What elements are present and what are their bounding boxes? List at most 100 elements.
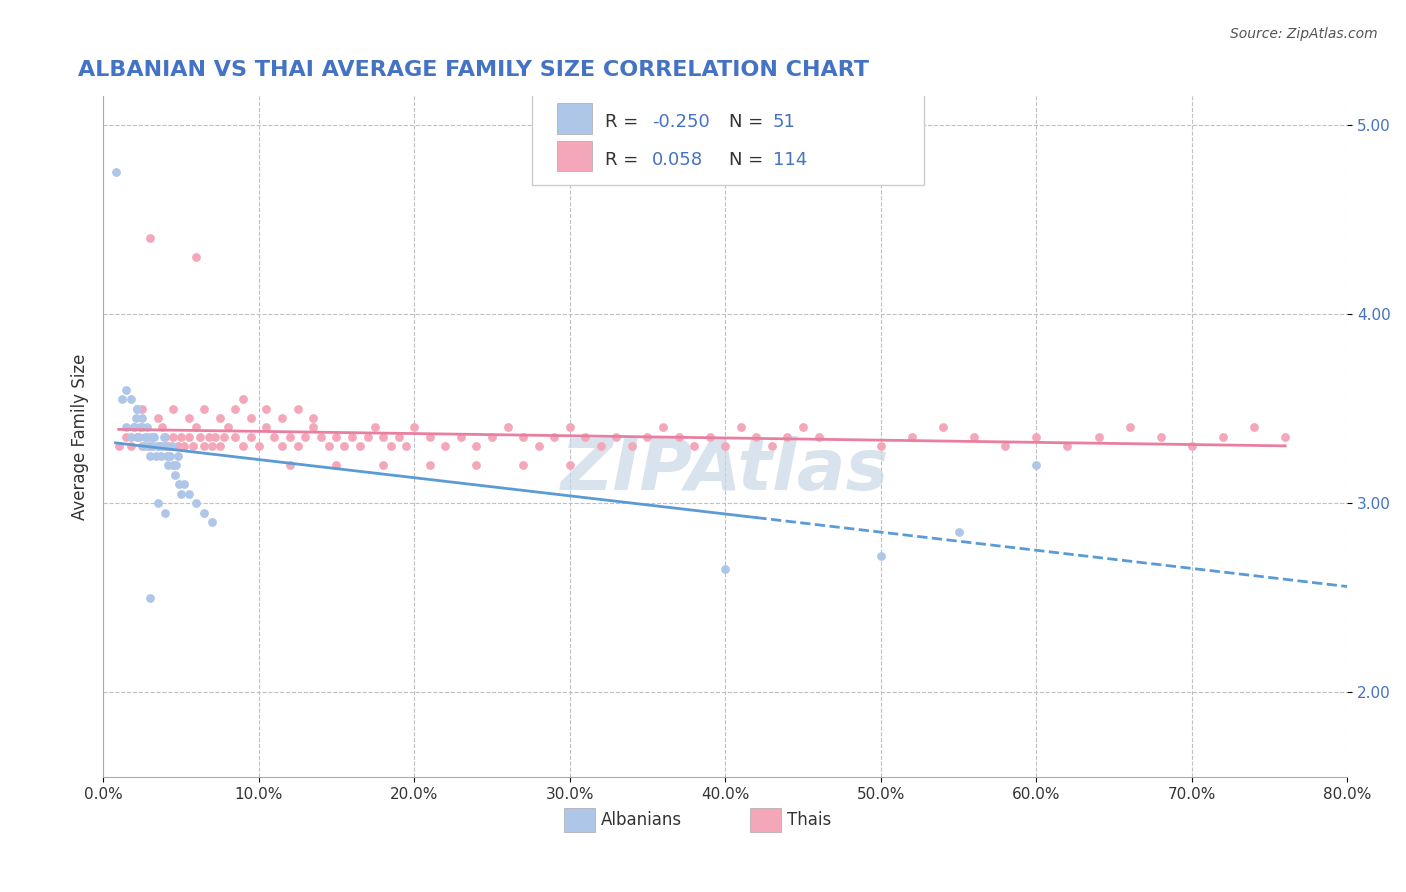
- Point: [155, 430, 177, 444]
- Point: [157, 458, 180, 473]
- Point: [1150, 430, 1173, 444]
- Point: [239, 430, 262, 444]
- Point: [232, 439, 254, 453]
- Point: [356, 430, 378, 444]
- Point: [149, 449, 172, 463]
- Point: [208, 439, 231, 453]
- Text: -0.250: -0.250: [652, 113, 710, 131]
- Point: [302, 420, 325, 434]
- Point: [271, 439, 294, 453]
- Point: [122, 420, 145, 434]
- Point: [349, 439, 371, 453]
- Point: [302, 411, 325, 425]
- Point: [127, 430, 149, 444]
- Point: [1274, 430, 1296, 444]
- Point: [155, 506, 177, 520]
- Point: [156, 449, 179, 463]
- Point: [668, 430, 690, 444]
- Point: [543, 430, 565, 444]
- Point: [465, 458, 488, 473]
- Point: [869, 439, 891, 453]
- Point: [173, 477, 195, 491]
- Point: [136, 439, 159, 453]
- Point: [652, 420, 675, 434]
- Point: [512, 458, 534, 473]
- Point: [745, 430, 768, 444]
- Point: [714, 562, 737, 576]
- Point: [419, 430, 441, 444]
- Point: [142, 430, 165, 444]
- Point: [127, 401, 149, 416]
- Point: [186, 420, 208, 434]
- Point: [574, 430, 596, 444]
- Point: [145, 449, 167, 463]
- Point: [558, 420, 581, 434]
- Point: [869, 549, 891, 563]
- Point: [325, 458, 347, 473]
- Point: [163, 467, 186, 482]
- Text: N =: N =: [728, 113, 769, 131]
- Bar: [751, 808, 782, 832]
- Point: [380, 439, 402, 453]
- Point: [128, 430, 150, 444]
- Point: [135, 430, 157, 444]
- Point: [193, 506, 215, 520]
- Point: [214, 430, 236, 444]
- Point: [169, 477, 191, 491]
- Point: [146, 411, 169, 425]
- Point: [364, 420, 387, 434]
- Point: [120, 392, 142, 406]
- Point: [173, 439, 195, 453]
- Point: [131, 439, 153, 453]
- Point: [1118, 420, 1140, 434]
- Text: R =: R =: [605, 113, 644, 131]
- Point: [395, 439, 418, 453]
- Text: Albanians: Albanians: [600, 811, 682, 829]
- Point: [239, 411, 262, 425]
- Point: [256, 401, 278, 416]
- Point: [325, 430, 347, 444]
- Point: [139, 231, 162, 245]
- Point: [371, 458, 394, 473]
- Point: [150, 420, 173, 434]
- Point: [193, 401, 215, 416]
- Point: [558, 458, 581, 473]
- Point: [776, 430, 799, 444]
- Point: [404, 420, 426, 434]
- Point: [104, 165, 127, 179]
- Point: [247, 439, 270, 453]
- Point: [162, 430, 184, 444]
- Point: [188, 430, 211, 444]
- Point: [271, 411, 294, 425]
- Point: [1025, 458, 1047, 473]
- Point: [434, 439, 457, 453]
- Text: 114: 114: [772, 151, 807, 169]
- Point: [1212, 430, 1234, 444]
- Point: [699, 430, 721, 444]
- Text: Source: ZipAtlas.com: Source: ZipAtlas.com: [1230, 27, 1378, 41]
- Point: [127, 401, 149, 416]
- Point: [146, 439, 169, 453]
- Point: [177, 411, 200, 425]
- Point: [318, 439, 340, 453]
- Point: [129, 420, 152, 434]
- Point: [527, 439, 550, 453]
- Point: [131, 420, 153, 434]
- Point: [792, 420, 814, 434]
- Point: [807, 430, 830, 444]
- Point: [419, 458, 441, 473]
- Point: [217, 420, 239, 434]
- Point: [160, 439, 183, 453]
- Point: [146, 439, 169, 453]
- Point: [139, 591, 162, 605]
- Point: [115, 430, 138, 444]
- Point: [287, 439, 309, 453]
- Point: [131, 411, 153, 425]
- Point: [204, 430, 226, 444]
- Text: 51: 51: [772, 113, 796, 131]
- Point: [177, 430, 200, 444]
- Point: [165, 458, 187, 473]
- Point: [256, 420, 278, 434]
- Point: [589, 439, 612, 453]
- Point: [125, 411, 148, 425]
